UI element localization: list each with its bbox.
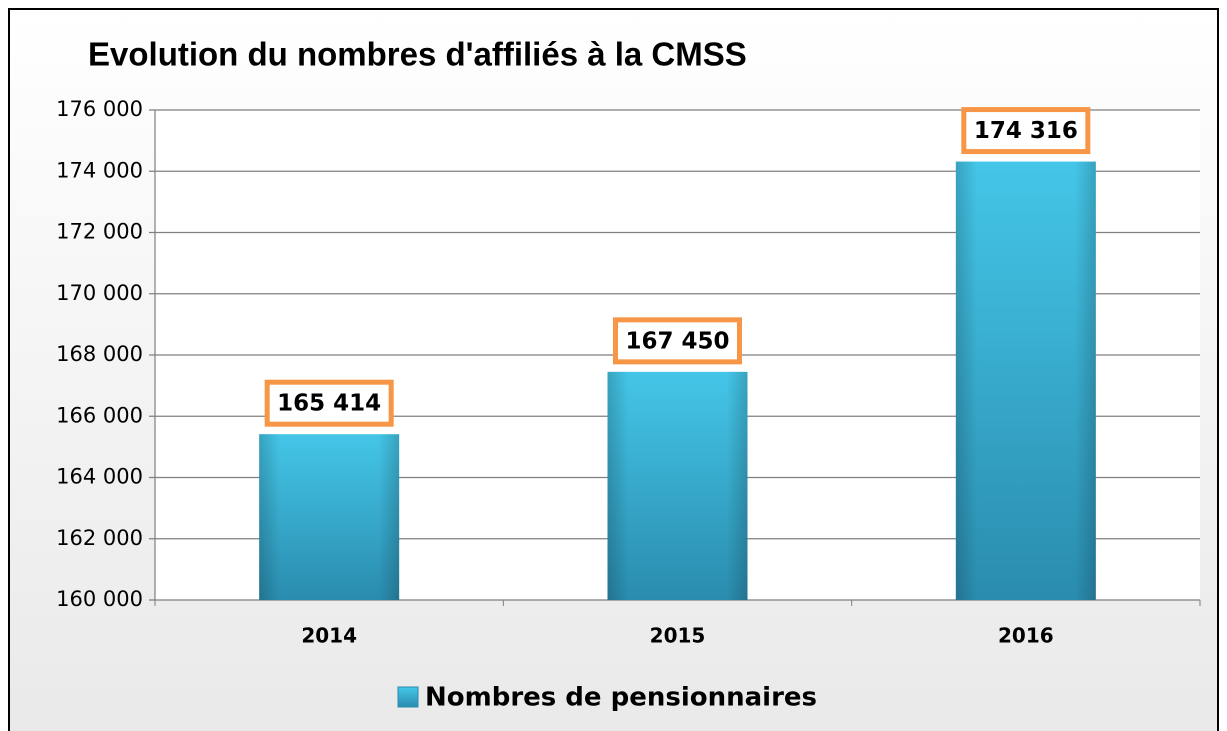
y-tick-label: 172 000: [56, 220, 143, 244]
legend-label: Nombres de pensionnaires: [425, 683, 817, 713]
y-tick-label: 176 000: [56, 97, 143, 121]
y-tick-label: 168 000: [56, 342, 143, 366]
value-label-box: [961, 107, 1091, 155]
bar-shade: [955, 161, 1096, 600]
y-tick-label: 160 000: [56, 587, 143, 611]
y-tick-label: 170 000: [56, 281, 143, 305]
chart-title: Evolution du nombres d'affiliés à la CMS…: [88, 36, 747, 73]
value-label: 174 316: [974, 118, 1078, 144]
y-tick-label: 164 000: [56, 465, 143, 489]
value-label-box: [264, 379, 394, 427]
value-label: 165 414: [277, 391, 381, 417]
y-tick-label: 166 000: [56, 403, 143, 427]
x-tick-label: 2015: [650, 624, 706, 648]
y-tick-label: 174 000: [56, 158, 143, 182]
legend-swatch: [397, 686, 419, 708]
value-label: 167 450: [625, 328, 729, 354]
bar-shade: [259, 434, 400, 600]
bar-shade: [607, 371, 748, 600]
value-label-box: [613, 317, 742, 365]
x-tick-label: 2016: [998, 624, 1054, 648]
legend: Nombres de pensionnaires: [397, 683, 817, 713]
x-tick-label: 2014: [301, 624, 357, 648]
y-tick-label: 162 000: [56, 526, 143, 550]
